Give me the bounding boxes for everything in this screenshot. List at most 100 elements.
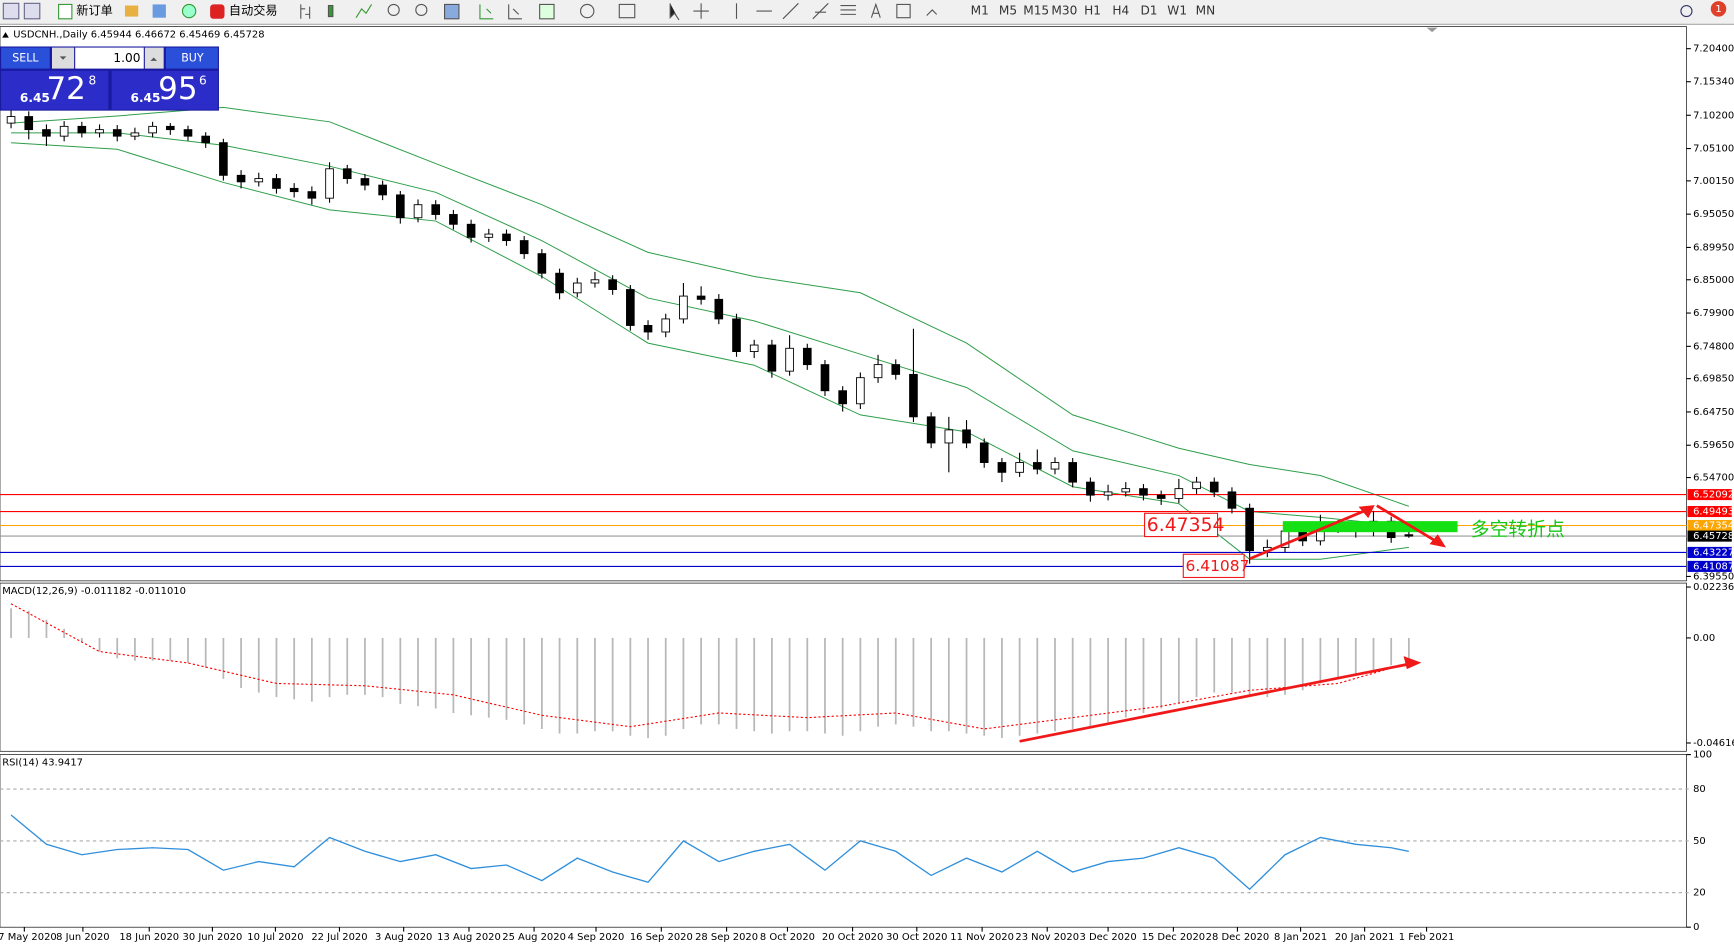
level-tag (1687, 506, 1732, 518)
plot-area: USDCNH.,Daily 6.45944 6.46672 6.45469 6.… (0, 29, 1734, 943)
shift-marker (1426, 27, 1438, 33)
y-tick-label: 6.89950 (1693, 242, 1734, 253)
timeframe-button[interactable]: H1 (1084, 4, 1101, 18)
candle-body (696, 295, 706, 300)
candle-body (360, 178, 370, 186)
x-tick-label: 15 Dec 2020 (1142, 932, 1205, 943)
spinner-arrow (150, 57, 158, 61)
candle-icon[interactable] (327, 4, 334, 18)
x-tick-label: 3 Aug 2020 (375, 932, 432, 943)
title-marker (2, 32, 9, 38)
x-tick-label: 20 Jan 2021 (1335, 932, 1395, 943)
new-order-icon[interactable] (58, 3, 73, 20)
fibo-icon[interactable] (840, 4, 856, 15)
price-annotation-box (1144, 512, 1219, 538)
candle-body (272, 178, 281, 189)
icon-button[interactable] (23, 2, 41, 20)
line-chart-icon[interactable] (355, 4, 373, 18)
zoom-out-icon[interactable] (415, 3, 428, 17)
bar-chart-icon[interactable] (300, 4, 311, 19)
auto-trading-icon[interactable] (210, 4, 225, 19)
y-tick-label: -0.046165 (1693, 738, 1734, 749)
candle-body (59, 125, 69, 137)
volume-input[interactable] (75, 47, 144, 69)
level-label: 6.45728 (1693, 531, 1734, 542)
x-tick-label: 4 Sep 2020 (568, 932, 625, 943)
crosshair-icon[interactable] (693, 3, 709, 19)
candle-body (838, 390, 847, 405)
one-click-panel: SELL 1.00 BUY 6.45 72 8 6.45 95 6 (0, 46, 219, 111)
buy-button[interactable] (165, 47, 218, 69)
candle-body (1227, 491, 1237, 509)
zoom-in-icon[interactable] (387, 3, 400, 17)
sell-label[interactable]: SELL (12, 52, 39, 65)
level-tag (1687, 530, 1732, 542)
timeframe-button[interactable]: M5 (999, 4, 1017, 18)
arrows-icon[interactable] (926, 9, 938, 16)
timeframe-button[interactable]: D1 (1140, 4, 1157, 18)
candle-body (820, 364, 830, 392)
timeframe-button[interactable]: M15 (1023, 4, 1049, 18)
candle-body (802, 347, 812, 366)
trendline-icon[interactable] (782, 2, 799, 20)
bid-pips: 72 (46, 71, 85, 107)
timeframe-button[interactable]: H4 (1112, 4, 1129, 18)
timeframe-bar: M1 M5 M15 M30 H1 H4 D1 W1 MN (971, 4, 1216, 18)
candle-body (626, 289, 635, 326)
y-tick-label: 6.79900 (1693, 308, 1734, 319)
tile-icon[interactable] (444, 3, 460, 20)
highlight-bar (1282, 521, 1458, 533)
icon-button[interactable] (181, 3, 197, 19)
y-tick-label: 6.39550 (1693, 571, 1734, 582)
shift-icon[interactable] (479, 4, 494, 20)
bid-box[interactable] (1, 70, 109, 110)
level-label: 6.43227 (1693, 547, 1734, 558)
sell-button[interactable] (1, 47, 50, 69)
level-tag (1687, 560, 1732, 572)
arrows (1019, 504, 1447, 743)
x-tick-label: 8 Jun 2020 (56, 932, 109, 943)
candle-body (856, 377, 865, 405)
icon-button[interactable] (124, 5, 139, 17)
template-icon[interactable] (618, 3, 636, 19)
toolbar: 新订单 自动交易 M1 M5 M1 (0, 0, 1734, 25)
indicators-icon[interactable] (539, 3, 555, 20)
rsi-line (10, 814, 1410, 891)
candle-body (42, 129, 51, 137)
timeframe-button[interactable]: M30 (1051, 4, 1077, 18)
timeframe-button[interactable]: MN (1196, 4, 1216, 18)
candle-body (1015, 462, 1024, 473)
arrowhead (1358, 505, 1375, 519)
new-order-button[interactable]: 新订单 (76, 3, 112, 18)
icon-button[interactable] (152, 4, 166, 18)
level-tag (1687, 519, 1732, 532)
text-icon[interactable] (870, 2, 881, 18)
chart-title: USDCNH.,Daily 6.45944 6.46672 6.45469 6.… (13, 29, 264, 40)
y-tick-label: 100 (1693, 750, 1712, 761)
candle-body (1050, 462, 1060, 470)
notification-badge[interactable] (1710, 1, 1727, 17)
y-tick-label: 6.64750 (1693, 407, 1734, 418)
candle-body (785, 347, 794, 372)
candle-body (165, 125, 175, 131)
timeframe-button[interactable]: M1 (971, 4, 989, 18)
x-tick-label: 20 Oct 2020 (822, 932, 883, 943)
x-tick-label: 13 Aug 2020 (437, 932, 501, 943)
auto-trading-button[interactable]: 自动交易 (229, 3, 278, 18)
search-icon[interactable] (1680, 4, 1693, 18)
cursor-icon[interactable] (669, 3, 680, 21)
period-icon[interactable] (580, 3, 595, 19)
volume-value[interactable]: 1.00 (113, 51, 140, 65)
icon-button[interactable] (2, 2, 20, 20)
label-icon[interactable] (896, 3, 911, 19)
level-label: 6.49493 (1693, 507, 1734, 518)
autoscroll-icon[interactable] (508, 4, 522, 20)
level-label: 6.41087 (1693, 561, 1734, 572)
channel-icon[interactable] (812, 2, 829, 20)
candle-body (1192, 481, 1201, 490)
timeframe-button[interactable]: W1 (1167, 4, 1187, 18)
candle-body (714, 298, 724, 320)
macd-arrow (1019, 662, 1411, 743)
ask-box[interactable] (111, 70, 218, 110)
buy-label[interactable]: BUY (181, 52, 204, 65)
